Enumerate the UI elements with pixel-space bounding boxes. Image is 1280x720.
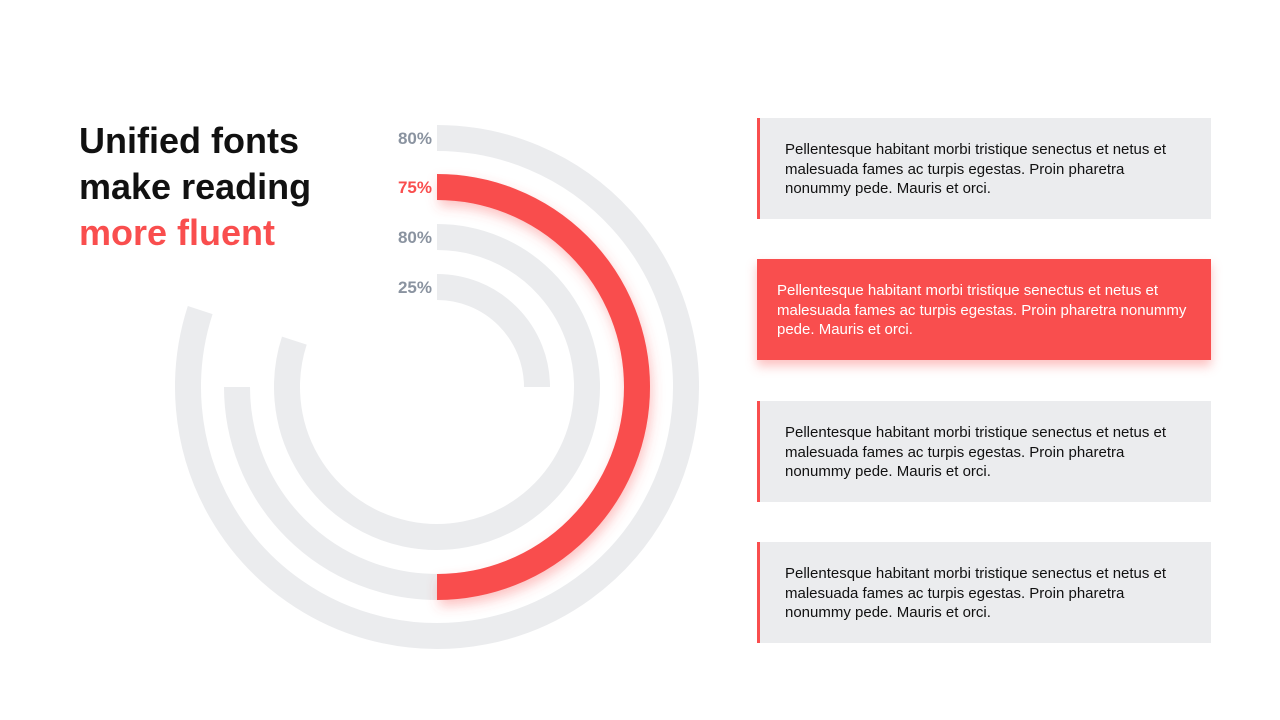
info-card-3[interactable]: Pellentesque habitant morbi tristique se… [757,401,1211,502]
ring-track-4 [436,274,550,388]
ring-label-4: 25% [398,278,432,297]
chart-labels: 80% 75% 80% 25% [398,129,432,297]
ring-label-1: 80% [398,129,432,148]
title-line-1: Unified fonts [79,120,299,161]
title-line-2: make reading [79,166,312,207]
info-card-2[interactable]: Pellentesque habitant morbi tristique se… [757,259,1211,360]
chart-tracks [175,125,699,649]
ring-label-2: 75% [398,178,432,197]
info-card-4[interactable]: Pellentesque habitant morbi tristique se… [757,542,1211,643]
info-card-1[interactable]: Pellentesque habitant morbi tristique se… [757,118,1211,219]
ring-track-3 [274,224,600,550]
ring-label-3: 80% [398,228,432,247]
title-line-3-accent: more fluent [79,212,276,253]
chart-bars [436,174,650,600]
ring-track-1 [175,125,699,649]
radial-bar-chart: 80% 75% 80% 25% [175,125,699,649]
page-title: Unified fonts make reading more fluent [79,118,379,256]
ring-bar-highlight-2 [436,174,650,600]
